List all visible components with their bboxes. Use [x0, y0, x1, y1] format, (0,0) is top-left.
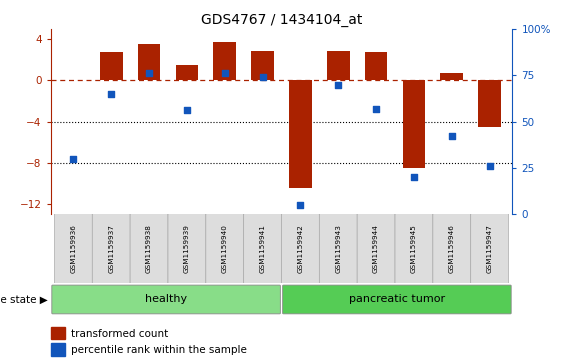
Bar [479, 81, 501, 127]
Text: GSM1159943: GSM1159943 [335, 224, 341, 273]
Point [409, 174, 418, 180]
Text: GSM1159945: GSM1159945 [411, 224, 417, 273]
Point [334, 82, 343, 87]
Text: GSM1159942: GSM1159942 [297, 224, 303, 273]
Text: GSM1159946: GSM1159946 [449, 224, 455, 273]
Text: percentile rank within the sample: percentile rank within the sample [72, 345, 247, 355]
Point [485, 163, 494, 169]
Text: GSM1159939: GSM1159939 [184, 224, 190, 273]
Title: GDS4767 / 1434104_at: GDS4767 / 1434104_at [201, 13, 362, 26]
Point [296, 202, 305, 208]
FancyBboxPatch shape [319, 213, 357, 284]
Bar [138, 44, 160, 81]
Point [447, 134, 456, 139]
FancyBboxPatch shape [357, 213, 395, 284]
Bar [213, 42, 236, 81]
Bar [176, 65, 198, 81]
FancyBboxPatch shape [206, 213, 244, 284]
FancyBboxPatch shape [168, 213, 206, 284]
Text: GSM1159940: GSM1159940 [222, 224, 228, 273]
Point [107, 91, 116, 97]
Bar [440, 73, 463, 81]
FancyBboxPatch shape [395, 213, 433, 284]
FancyBboxPatch shape [130, 213, 168, 284]
Text: pancreatic tumor: pancreatic tumor [349, 294, 445, 305]
FancyBboxPatch shape [433, 213, 471, 284]
FancyBboxPatch shape [283, 285, 511, 314]
Text: transformed count: transformed count [72, 329, 169, 339]
Point [372, 106, 381, 111]
Text: GSM1159947: GSM1159947 [486, 224, 493, 273]
Point [145, 70, 154, 76]
Text: healthy: healthy [145, 294, 187, 305]
FancyBboxPatch shape [282, 213, 319, 284]
Text: GSM1159941: GSM1159941 [260, 224, 266, 273]
Bar [51, 327, 65, 339]
Text: GSM1159936: GSM1159936 [70, 224, 77, 273]
Text: GSM1159938: GSM1159938 [146, 224, 152, 273]
Point [220, 70, 229, 76]
Text: GSM1159937: GSM1159937 [108, 224, 114, 273]
Point [182, 107, 191, 113]
Bar [100, 52, 123, 81]
FancyBboxPatch shape [471, 213, 508, 284]
FancyBboxPatch shape [92, 213, 130, 284]
Point [258, 74, 267, 80]
Bar [289, 81, 312, 188]
Point [69, 156, 78, 162]
Bar [327, 50, 350, 81]
Bar [251, 50, 274, 81]
FancyBboxPatch shape [244, 213, 282, 284]
FancyBboxPatch shape [55, 213, 92, 284]
FancyBboxPatch shape [52, 285, 280, 314]
Text: disease state ▶: disease state ▶ [0, 294, 48, 305]
Bar [51, 343, 65, 356]
Bar [365, 52, 387, 81]
Bar [403, 81, 425, 168]
Text: GSM1159944: GSM1159944 [373, 224, 379, 273]
